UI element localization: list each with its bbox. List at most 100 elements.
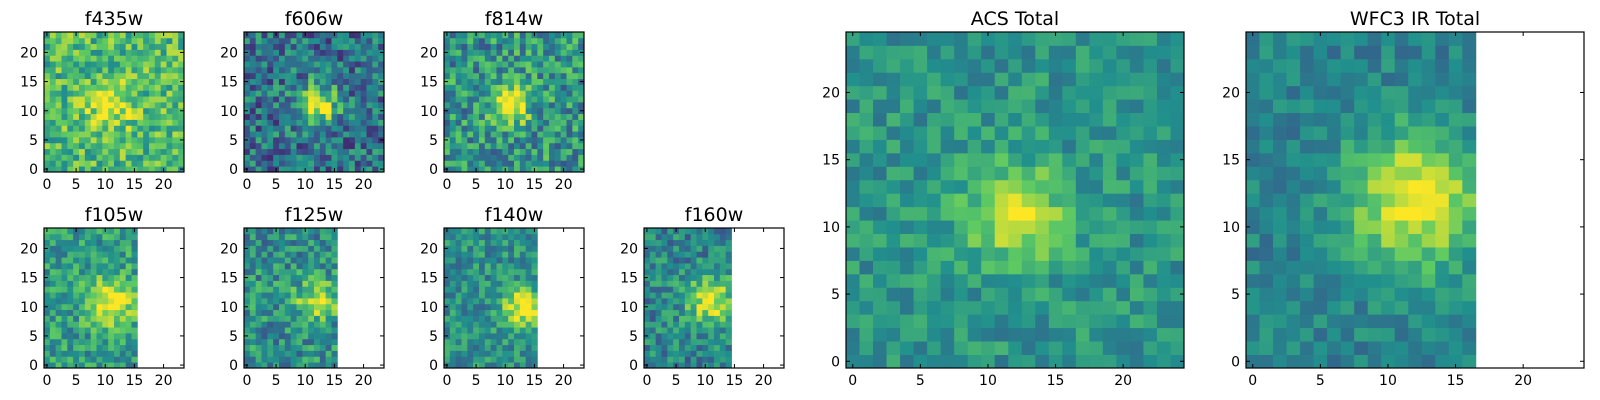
heatmap-cell: [49, 280, 57, 287]
heatmap-cell: [249, 303, 257, 311]
heatmap-cell: [696, 274, 703, 281]
heatmap-cell: [1170, 260, 1185, 275]
heatmap-cell: [449, 55, 457, 62]
heatmap-cell: [1381, 72, 1396, 87]
heatmap-cell: [244, 350, 251, 357]
heatmap-cell: [502, 239, 509, 246]
heatmap-cell: [90, 49, 97, 56]
y-tick-label: 15: [420, 271, 438, 287]
heatmap-cell: [125, 148, 132, 155]
heatmap-cell: [661, 333, 668, 340]
heatmap-cell: [1448, 112, 1463, 127]
heatmap-cell: [490, 257, 497, 264]
heatmap-cell: [102, 37, 109, 45]
heatmap-cell: [560, 72, 567, 80]
heatmap-cell: [455, 338, 462, 346]
heatmap-cell: [154, 78, 162, 85]
heatmap-cell: [125, 113, 132, 120]
heatmap-cell: [96, 327, 103, 334]
heatmap-cell: [502, 315, 509, 322]
heatmap-cell: [679, 268, 686, 276]
heatmap-cell: [166, 84, 173, 91]
heatmap-cell: [49, 125, 57, 132]
heatmap-cell: [719, 257, 727, 264]
heatmap-cell: [1300, 327, 1314, 342]
heatmap-cell: [114, 154, 121, 161]
heatmap-cell: [73, 43, 80, 50]
heatmap-cell: [1273, 247, 1287, 261]
heatmap-cell: [684, 362, 692, 369]
heatmap-cell: [514, 327, 521, 334]
heatmap-cell: [261, 32, 268, 39]
heatmap-cell: [137, 131, 144, 138]
heatmap-cell: [349, 96, 356, 103]
heatmap-cell: [455, 344, 462, 351]
heatmap-cell: [1327, 220, 1342, 234]
heatmap-cell: [1462, 72, 1477, 87]
heatmap-cell: [1462, 112, 1477, 127]
heatmap-cell: [514, 333, 521, 340]
heatmap-cell: [490, 142, 497, 150]
heatmap-cell: [1156, 233, 1171, 248]
x-tick-label: 20: [355, 373, 373, 389]
heatmap-cell: [1048, 45, 1063, 60]
heatmap-cell: [1116, 273, 1131, 288]
heatmap-cell: [913, 139, 928, 154]
heatmap-cell: [44, 315, 51, 322]
heatmap-cell: [514, 257, 521, 264]
heatmap-cell: [508, 131, 515, 138]
heatmap-cell: [154, 90, 162, 97]
heatmap-cell: [255, 160, 262, 167]
heatmap-cell: [44, 154, 51, 161]
heatmap-cell: [366, 154, 373, 161]
heatmap-cell: [473, 315, 480, 322]
heatmap-cell: [873, 273, 887, 288]
heatmap-cell: [473, 148, 480, 155]
heatmap-cell: [525, 160, 532, 167]
heatmap-cell: [137, 160, 144, 167]
heatmap-cell: [508, 32, 515, 39]
heatmap-cell: [325, 125, 332, 132]
heatmap-cell: [96, 257, 103, 264]
heatmap-cell: [644, 338, 651, 346]
heatmap-cell: [846, 99, 860, 114]
heatmap-cell: [572, 166, 579, 173]
heatmap-cell: [484, 280, 492, 287]
heatmap-cell: [484, 84, 492, 91]
heatmap-cell: [1354, 126, 1369, 140]
heatmap-cell: [1273, 193, 1287, 208]
heatmap-cell: [49, 160, 57, 167]
heatmap-cell: [114, 356, 121, 363]
heatmap-cell: [1327, 32, 1342, 46]
heatmap-cell: [649, 309, 657, 316]
heatmap-cell: [131, 125, 138, 132]
heatmap-f814w: [444, 32, 585, 173]
heatmap-cell: [859, 354, 874, 369]
heatmap-cell: [49, 263, 57, 270]
heatmap-cell: [131, 251, 138, 258]
heatmap-cell: [1421, 260, 1436, 275]
heatmap-cell: [261, 257, 268, 264]
heatmap-cell: [708, 298, 715, 305]
heatmap-cell: [679, 245, 686, 252]
heatmap-cell: [261, 263, 268, 270]
heatmap-cell: [149, 43, 156, 50]
heatmap-cell: [508, 333, 515, 340]
heatmap-cell: [473, 344, 480, 351]
heatmap-cell: [578, 67, 585, 74]
heatmap-cell: [79, 344, 86, 351]
heatmap-cell: [708, 321, 715, 328]
heatmap-cell: [449, 263, 457, 270]
heatmap-cell: [490, 102, 497, 109]
heatmap-cell: [154, 84, 162, 91]
heatmap-cell: [954, 112, 969, 127]
heatmap-cell: [578, 55, 585, 62]
heatmap-cell: [1462, 126, 1477, 140]
heatmap-cell: [378, 148, 385, 155]
heatmap-cell: [1435, 327, 1450, 342]
heatmap-cell: [1129, 72, 1144, 87]
heatmap-cell: [873, 233, 887, 248]
heatmap-cell: [940, 193, 955, 208]
heatmap-cell: [73, 350, 80, 357]
heatmap-cell: [61, 84, 68, 91]
